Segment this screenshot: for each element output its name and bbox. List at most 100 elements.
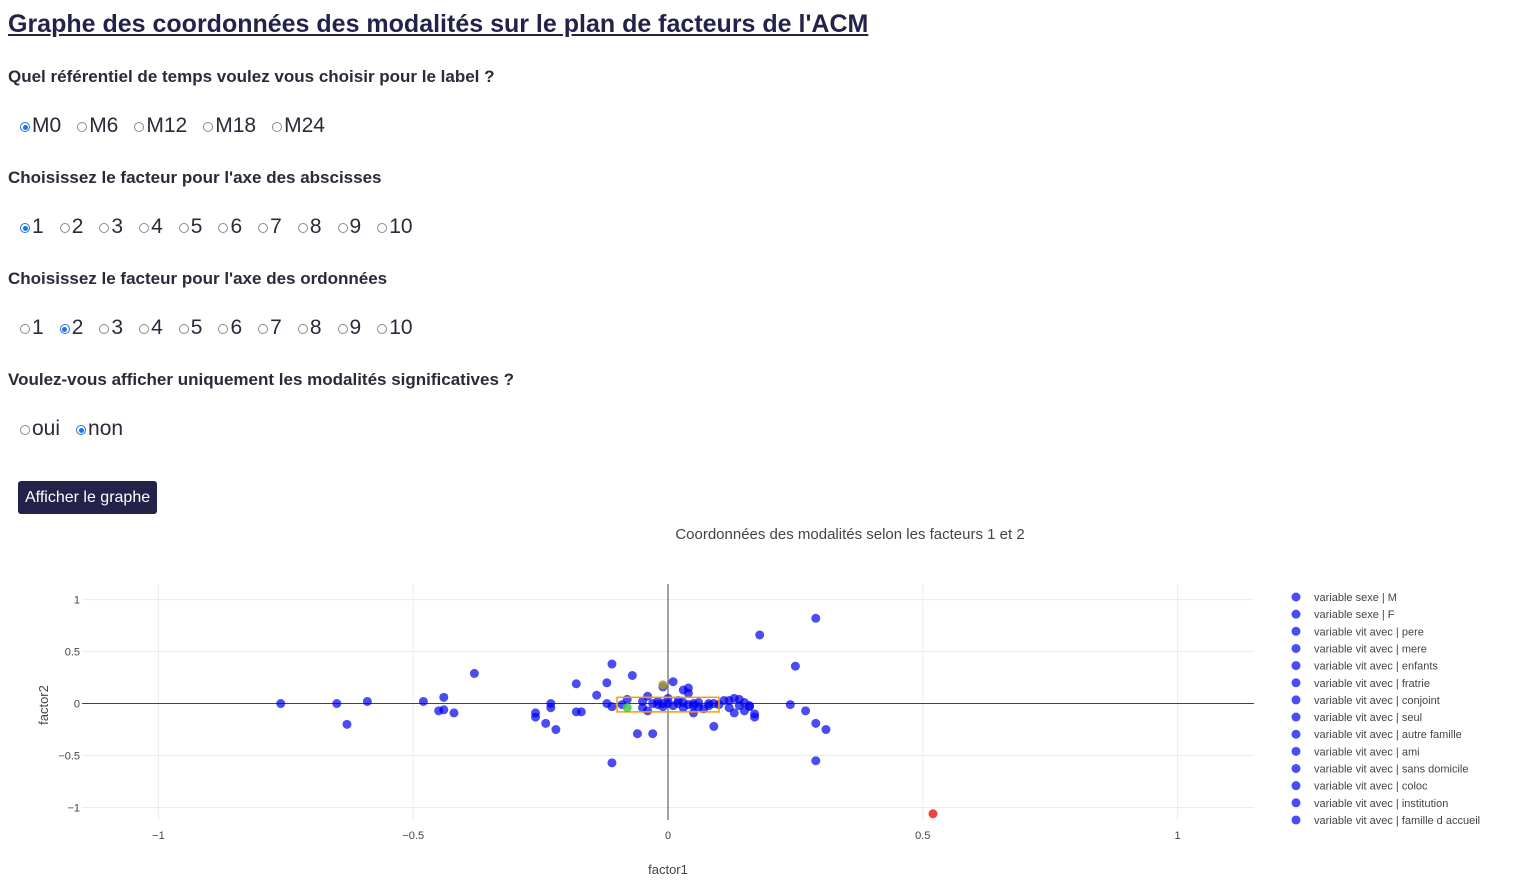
y-axis-label: factor2 [36, 685, 51, 725]
x-tick-label: 0 [665, 830, 671, 842]
radio-button[interactable] [272, 122, 283, 132]
y-factor-option-1[interactable]: 1 [20, 316, 44, 340]
data-point [785, 700, 795, 710]
legend-entry: variable vit avec | famille d accueil [1314, 815, 1480, 827]
legend-marker [1291, 695, 1301, 705]
radio-button[interactable] [178, 324, 189, 334]
legend-entry: variable sexe | F [1314, 609, 1395, 621]
x-factor-option-2[interactable]: 2 [59, 215, 83, 239]
legend-entry: variable sexe | M [1314, 592, 1397, 604]
x-factor-option-10[interactable]: 10 [377, 215, 413, 239]
data-point [811, 756, 821, 766]
x-factor-option-9[interactable]: 9 [337, 215, 361, 239]
radio-button[interactable] [134, 122, 145, 132]
y-factor-option-10[interactable]: 10 [377, 316, 413, 340]
radio-button[interactable] [178, 223, 189, 233]
radio-button[interactable] [77, 122, 88, 132]
radio-button[interactable] [377, 223, 388, 233]
x-factor-option-7[interactable]: 7 [258, 215, 282, 239]
y-tick-label: 0.5 [65, 647, 80, 659]
radio-label: 3 [111, 215, 124, 238]
radio-button[interactable] [59, 223, 70, 233]
radio-button[interactable] [20, 324, 30, 334]
radio-button[interactable] [59, 324, 70, 334]
chart-ticks: −1 −0.5 0 0.5 1 −1 −0.5 0 0.5 1 [58, 595, 1180, 842]
time-option-M24[interactable]: M24 [272, 114, 325, 138]
radio-button[interactable] [203, 122, 214, 132]
data-point [648, 729, 658, 739]
time-option-M12[interactable]: M12 [134, 114, 187, 138]
legend-entry: variable vit avec | mere [1314, 643, 1427, 655]
y-factor-option-4[interactable]: 4 [139, 316, 163, 340]
y-tick-label: 1 [74, 595, 80, 607]
data-point [551, 725, 561, 735]
radio-button[interactable] [20, 425, 30, 435]
radio-button[interactable] [377, 324, 388, 334]
y-factor-option-2[interactable]: 2 [59, 316, 83, 340]
show-graph-button[interactable]: Afficher le graphe [18, 481, 158, 514]
radio-button[interactable] [20, 223, 30, 233]
data-point [790, 661, 800, 671]
data-point [811, 613, 821, 623]
y-factor-option-3[interactable]: 3 [99, 316, 123, 340]
data-point [418, 696, 428, 706]
x-tick-label: −1 [152, 830, 165, 842]
data-point [683, 683, 693, 693]
data-point [643, 691, 653, 701]
time-option-M6[interactable]: M6 [77, 114, 118, 138]
question-y-factor: Choisissez le facteur pour l'axe des ord… [8, 269, 388, 288]
data-point [607, 702, 617, 712]
data-point [576, 707, 586, 717]
data-point [531, 712, 541, 722]
data-point [362, 696, 372, 706]
x-factor-option-4[interactable]: 4 [139, 215, 163, 239]
radio-label: 6 [230, 316, 243, 339]
question-significant-only: Voulez-vous afficher uniquement les moda… [8, 370, 515, 389]
radio-button[interactable] [20, 122, 30, 132]
radio-button[interactable] [218, 324, 229, 334]
y-factor-option-9[interactable]: 9 [337, 316, 361, 340]
radio-button[interactable] [297, 223, 308, 233]
x-factor-option-6[interactable]: 6 [218, 215, 242, 239]
data-point [332, 699, 342, 709]
radio-button[interactable] [139, 324, 150, 334]
significant-option-non[interactable]: non [76, 417, 123, 441]
data-point [607, 659, 617, 669]
radio-label: 7 [270, 215, 282, 238]
radio-button[interactable] [337, 324, 348, 334]
x-factor-option-5[interactable]: 5 [178, 215, 202, 239]
radio-label: 4 [151, 316, 163, 339]
chart-title: Coordonnées des modalités selon les fact… [675, 526, 1024, 543]
y-factor-option-8[interactable]: 8 [297, 316, 322, 340]
radio-label: 1 [32, 316, 44, 339]
y-factor-option-7[interactable]: 7 [258, 316, 282, 340]
legend-marker [1291, 798, 1301, 808]
x-tick-label: 0.5 [915, 830, 930, 842]
legend-entry: variable vit avec | seul [1314, 712, 1422, 724]
y-factor-option-5[interactable]: 5 [178, 316, 202, 340]
radio-button[interactable] [258, 223, 269, 233]
legend-marker [1291, 592, 1301, 602]
radio-button[interactable] [258, 324, 269, 334]
radio-group-time: M0 M6 M12 M18 M24 [20, 114, 341, 138]
y-factor-option-6[interactable]: 6 [218, 316, 242, 340]
x-tick-label: −0.5 [402, 830, 424, 842]
legend-entry: variable vit avec | ami [1314, 746, 1420, 758]
radio-button[interactable] [337, 223, 348, 233]
radio-button[interactable] [99, 324, 110, 334]
radio-button[interactable] [76, 425, 87, 435]
x-factor-option-1[interactable]: 1 [20, 215, 44, 239]
radio-button[interactable] [297, 324, 308, 334]
time-option-M0[interactable]: M0 [20, 114, 61, 138]
time-option-M18[interactable]: M18 [203, 114, 256, 138]
radio-label: oui [32, 417, 61, 440]
radio-button[interactable] [218, 223, 229, 233]
radio-label: 8 [309, 215, 322, 238]
x-factor-option-8[interactable]: 8 [297, 215, 322, 239]
x-factor-option-3[interactable]: 3 [99, 215, 123, 239]
significant-option-oui[interactable]: oui [20, 417, 60, 441]
radio-button[interactable] [99, 223, 110, 233]
radio-button[interactable] [139, 223, 150, 233]
